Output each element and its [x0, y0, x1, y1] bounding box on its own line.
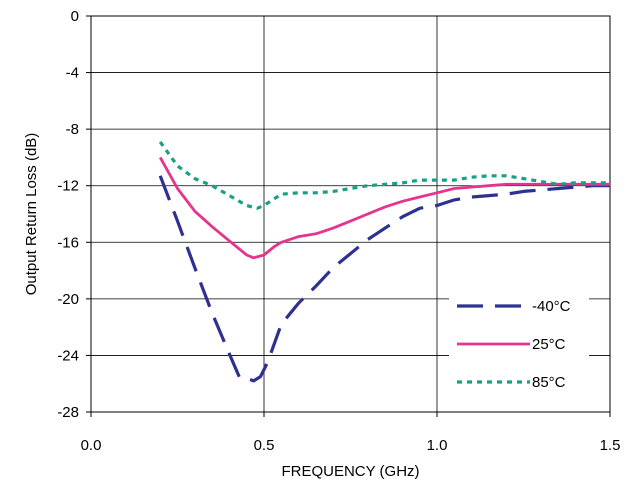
- x-tick-label: 1.5: [600, 437, 621, 454]
- y-tick-label: -4: [66, 65, 79, 82]
- y-tick-label: -24: [57, 347, 79, 364]
- legend-label-1: 25°C: [532, 336, 566, 353]
- y-tick-label: -20: [57, 291, 79, 308]
- x-axis-ticks: 0.0 0.5 1.0 1.5: [81, 412, 621, 454]
- x-tick-label: 1.0: [427, 437, 448, 454]
- y-tick-label: -28: [57, 404, 79, 421]
- x-tick-label: 0.0: [81, 437, 102, 454]
- x-tick-label: 0.5: [254, 437, 275, 454]
- y-axis-label: Output Return Loss (dB): [23, 133, 40, 296]
- y-tick-label: -16: [57, 234, 79, 251]
- plot-frame: [90, 15, 611, 413]
- y-tick-label: -12: [57, 178, 79, 195]
- y-tick-label: -8: [66, 121, 79, 138]
- y-axis-ticks: 0 -4 -8 -12 -16 -20 -24 -28: [57, 8, 91, 421]
- legend-label-2: 85°C: [532, 374, 566, 391]
- series-line-0: [158, 175, 610, 383]
- x-axis-label: FREQUENCY (GHz): [281, 463, 419, 480]
- y-tick-label: 0: [71, 8, 79, 25]
- legend-label-0: -40°C: [532, 298, 571, 315]
- series-line-1: [158, 156, 610, 260]
- legend: -40°C 25°C 85°C: [457, 298, 571, 391]
- series-group: [158, 140, 610, 383]
- series-line-2: [158, 140, 610, 210]
